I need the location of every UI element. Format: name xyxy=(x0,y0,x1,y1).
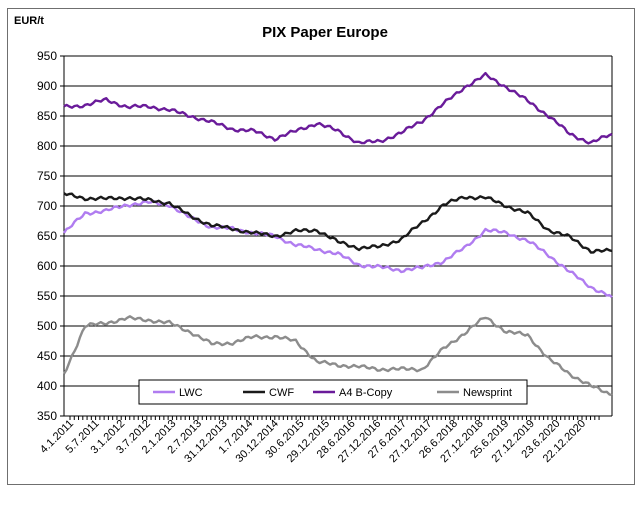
y-tick-label-600: 600 xyxy=(37,259,57,273)
legend-label: CWF xyxy=(269,387,294,399)
x-axis: 4.1.20115.7.20113.1.20123.7.20122.1.2013… xyxy=(38,415,612,465)
series-line-newsprint xyxy=(62,315,613,397)
legend-label: A4 B-Copy xyxy=(339,387,393,399)
series-line-cwf xyxy=(63,192,613,254)
y-axis: 350 400 450 500 550 600 650 700 750 800 850 900 950 xyxy=(37,49,65,423)
y-tick-label-400: 400 xyxy=(37,379,57,393)
y-tick-label-350: 350 xyxy=(37,409,57,423)
legend-label: Newsprint xyxy=(463,387,512,399)
y-tick-label-650: 650 xyxy=(37,229,57,243)
legend-label: LWC xyxy=(179,387,203,399)
y-tick-label-950: 950 xyxy=(37,49,57,63)
y-unit-label: EUR/t xyxy=(14,15,44,27)
gridlines xyxy=(64,55,613,417)
series-line-a4-b-copy xyxy=(63,71,613,145)
y-tick-label-700: 700 xyxy=(37,199,57,213)
y-tick-label-750: 750 xyxy=(37,169,57,183)
y-tick-label-800: 800 xyxy=(37,139,57,153)
y-tick-label-850: 850 xyxy=(37,109,57,123)
chart-title: PIX Paper Europe xyxy=(262,24,388,41)
y-tick-label-500: 500 xyxy=(37,319,57,333)
legend: LWC CWF A4 B-Copy Newsprint xyxy=(138,379,528,405)
y-tick-label-550: 550 xyxy=(37,289,57,303)
y-tick-label-450: 450 xyxy=(37,349,57,363)
chart-frame xyxy=(7,8,635,485)
series-line-lwc xyxy=(62,199,613,299)
series-lines xyxy=(62,71,613,397)
y-tick-label-900: 900 xyxy=(37,79,57,93)
